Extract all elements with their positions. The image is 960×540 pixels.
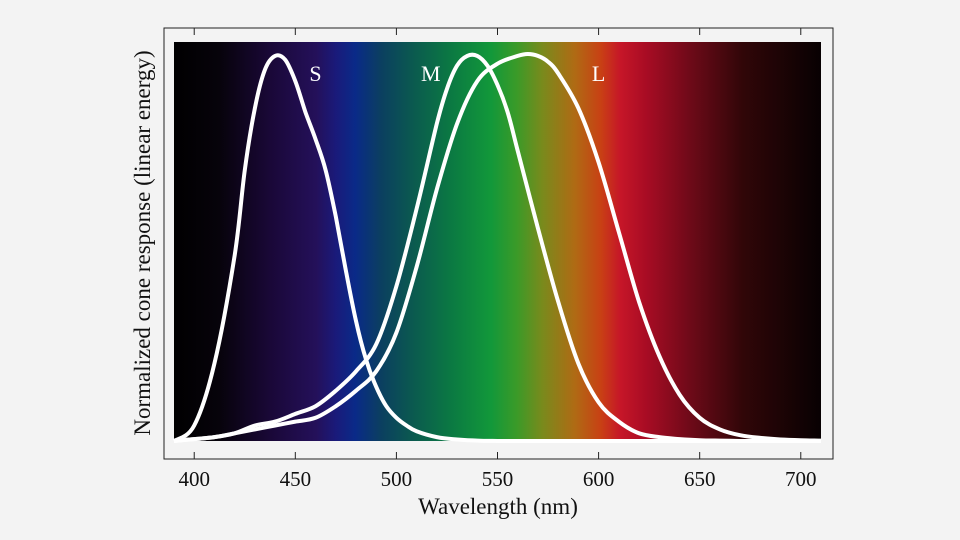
x-tick-label: 450	[280, 467, 312, 491]
curve-l	[173, 52, 822, 443]
x-tick-label: 400	[178, 467, 210, 491]
curve-label-s: S	[309, 61, 321, 86]
x-tick-label: 550	[482, 467, 514, 491]
x-axis-ticks: 400 450 500 550 600 650 700	[178, 28, 817, 491]
spectrum-background	[174, 42, 821, 441]
x-tick-label: 600	[583, 467, 615, 491]
x-axis-title: Wavelength (nm)	[418, 494, 578, 519]
x-tick-label: 500	[381, 467, 413, 491]
y-axis-title: Normalized cone response (linear energy)	[130, 50, 155, 435]
x-tick-label: 700	[785, 467, 817, 491]
x-tick-label: 650	[684, 467, 716, 491]
curve-m	[173, 52, 821, 444]
curve-label-m: M	[421, 61, 441, 86]
curve-label-l: L	[592, 61, 605, 86]
